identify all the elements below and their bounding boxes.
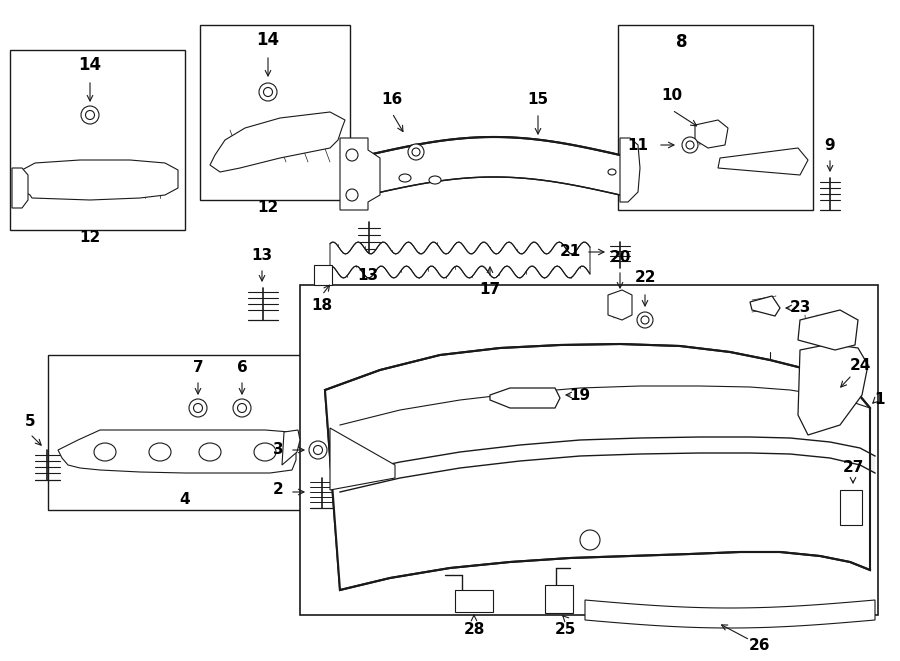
Ellipse shape [149, 443, 171, 461]
Text: 4: 4 [180, 492, 190, 508]
Circle shape [412, 148, 420, 156]
Circle shape [309, 441, 327, 459]
Polygon shape [282, 430, 300, 465]
Bar [200, 25, 350, 200]
Circle shape [194, 403, 202, 412]
Circle shape [346, 149, 358, 161]
Text: 6: 6 [237, 360, 248, 375]
Polygon shape [490, 388, 560, 408]
Text: 5: 5 [24, 414, 35, 430]
Polygon shape [695, 120, 728, 148]
Text: 24: 24 [850, 358, 870, 373]
Text: 13: 13 [357, 268, 379, 282]
Bar [300, 285, 878, 615]
Text: 22: 22 [634, 270, 656, 286]
Circle shape [259, 83, 277, 101]
Text: 28: 28 [464, 623, 485, 637]
Circle shape [682, 137, 698, 153]
Bar [10, 50, 185, 230]
Text: 20: 20 [609, 251, 631, 266]
Polygon shape [340, 138, 380, 210]
Text: 9: 9 [824, 137, 835, 153]
Bar [455, 590, 493, 612]
Circle shape [408, 144, 424, 160]
Text: 21: 21 [560, 245, 580, 260]
Polygon shape [12, 168, 28, 208]
Text: 11: 11 [627, 137, 649, 153]
Polygon shape [620, 138, 640, 202]
Polygon shape [210, 112, 345, 172]
Bar [314, 265, 332, 285]
Bar [545, 585, 573, 613]
Bar [840, 490, 862, 525]
Ellipse shape [429, 176, 441, 184]
Bar [48, 355, 303, 510]
Bar [618, 25, 813, 210]
Text: 25: 25 [554, 623, 576, 637]
Polygon shape [798, 310, 858, 350]
Polygon shape [325, 344, 870, 590]
Circle shape [86, 110, 94, 120]
Polygon shape [58, 430, 296, 473]
Text: 16: 16 [382, 93, 402, 108]
Circle shape [313, 446, 322, 455]
Text: 18: 18 [311, 297, 333, 313]
Circle shape [641, 316, 649, 324]
Text: 2: 2 [273, 483, 284, 498]
Circle shape [264, 87, 273, 97]
Circle shape [81, 106, 99, 124]
Circle shape [580, 530, 600, 550]
Text: 17: 17 [480, 282, 500, 297]
Text: 12: 12 [257, 200, 279, 215]
Polygon shape [750, 296, 780, 316]
Polygon shape [798, 344, 868, 435]
Circle shape [238, 403, 247, 412]
Circle shape [686, 141, 694, 149]
Polygon shape [608, 290, 632, 320]
Text: 23: 23 [789, 301, 811, 315]
Polygon shape [368, 137, 620, 195]
Text: 14: 14 [256, 31, 280, 49]
Text: 12: 12 [79, 231, 101, 245]
Ellipse shape [254, 443, 276, 461]
Text: 7: 7 [193, 360, 203, 375]
Text: 14: 14 [78, 56, 102, 74]
Ellipse shape [608, 169, 616, 175]
Circle shape [233, 399, 251, 417]
Text: 13: 13 [251, 247, 273, 262]
Text: 26: 26 [749, 637, 770, 652]
Polygon shape [18, 160, 178, 200]
Text: 8: 8 [676, 33, 688, 51]
Polygon shape [330, 428, 395, 490]
Circle shape [189, 399, 207, 417]
Text: 15: 15 [527, 93, 549, 108]
Ellipse shape [199, 443, 221, 461]
Text: 10: 10 [662, 87, 682, 102]
Polygon shape [340, 437, 875, 492]
Ellipse shape [94, 443, 116, 461]
Text: 27: 27 [842, 461, 864, 475]
Text: 19: 19 [570, 387, 590, 403]
Polygon shape [585, 600, 875, 628]
Circle shape [637, 312, 653, 328]
Ellipse shape [399, 174, 411, 182]
Text: 3: 3 [273, 442, 284, 457]
Text: 1: 1 [875, 393, 886, 407]
Circle shape [346, 189, 358, 201]
Polygon shape [330, 242, 590, 278]
Polygon shape [718, 148, 808, 175]
